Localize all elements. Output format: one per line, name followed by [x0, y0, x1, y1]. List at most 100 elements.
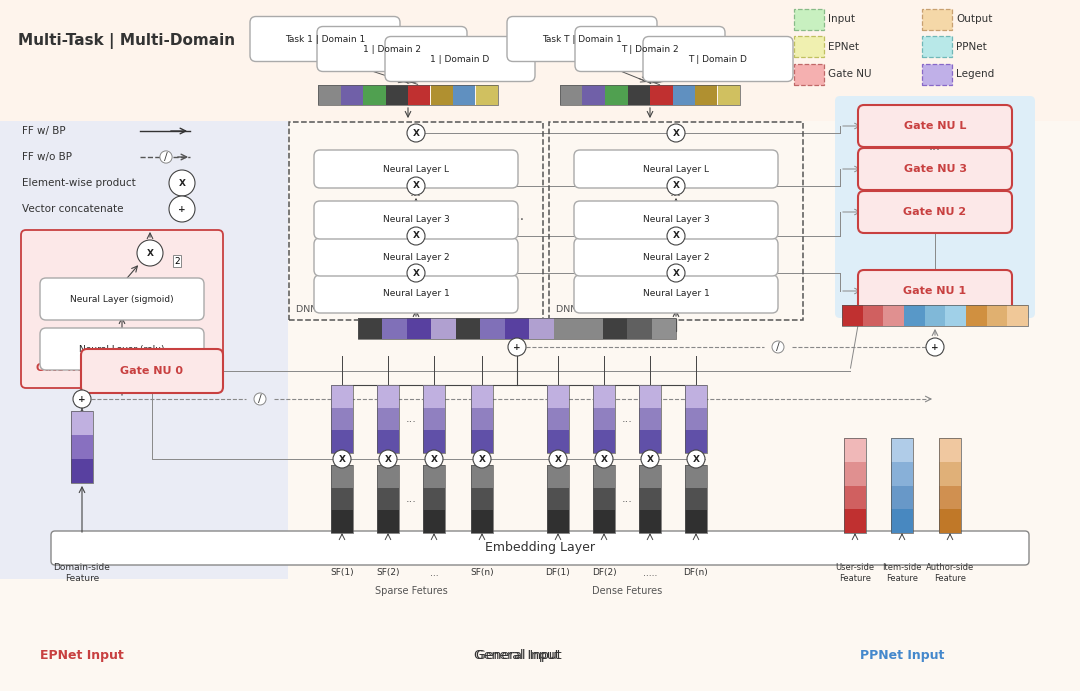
- Text: +: +: [178, 205, 186, 214]
- Bar: [363, 85, 386, 105]
- Bar: [685, 408, 707, 430]
- FancyBboxPatch shape: [858, 191, 1012, 233]
- Bar: [456, 318, 481, 339]
- Bar: [71, 459, 93, 483]
- FancyBboxPatch shape: [573, 150, 778, 188]
- Text: X: X: [478, 455, 486, 464]
- Bar: [891, 486, 913, 509]
- Text: ...: ...: [622, 494, 633, 504]
- Bar: [883, 305, 904, 326]
- Bar: [471, 465, 492, 533]
- Circle shape: [473, 450, 491, 468]
- Text: X: X: [413, 182, 419, 191]
- Text: ...: ...: [512, 209, 525, 223]
- Circle shape: [687, 450, 705, 468]
- Text: FF w/ BP: FF w/ BP: [22, 126, 66, 136]
- Bar: [386, 85, 408, 105]
- FancyBboxPatch shape: [794, 8, 824, 30]
- Bar: [407, 318, 431, 339]
- Bar: [377, 385, 399, 453]
- Text: X: X: [647, 455, 653, 464]
- Bar: [939, 438, 961, 533]
- Bar: [593, 385, 615, 408]
- Bar: [330, 465, 353, 488]
- Bar: [423, 465, 445, 533]
- Text: Neural Layer (relu): Neural Layer (relu): [79, 345, 165, 354]
- Bar: [377, 465, 399, 488]
- FancyBboxPatch shape: [314, 275, 518, 313]
- Bar: [546, 511, 569, 533]
- FancyBboxPatch shape: [384, 37, 535, 82]
- Bar: [377, 511, 399, 533]
- Circle shape: [642, 450, 659, 468]
- Bar: [939, 438, 961, 462]
- Bar: [481, 318, 504, 339]
- Circle shape: [407, 227, 426, 245]
- Bar: [554, 318, 578, 339]
- Bar: [891, 509, 913, 533]
- Bar: [673, 85, 696, 105]
- FancyBboxPatch shape: [794, 36, 824, 57]
- Circle shape: [407, 177, 426, 195]
- Bar: [1008, 305, 1028, 326]
- Bar: [603, 318, 627, 339]
- FancyBboxPatch shape: [314, 201, 518, 239]
- Bar: [863, 305, 883, 326]
- Bar: [377, 430, 399, 453]
- Bar: [318, 85, 340, 105]
- Text: DF(n): DF(n): [684, 569, 708, 578]
- Bar: [0, 0, 1080, 121]
- Text: Neural Layer L: Neural Layer L: [643, 164, 708, 173]
- Bar: [330, 408, 353, 430]
- Bar: [423, 408, 445, 430]
- Bar: [593, 430, 615, 453]
- Text: PPNet: PPNet: [956, 41, 987, 52]
- Circle shape: [379, 450, 397, 468]
- Text: X: X: [413, 129, 419, 138]
- Bar: [582, 85, 605, 105]
- Bar: [377, 385, 399, 408]
- Text: Neural Layer 2: Neural Layer 2: [643, 252, 710, 261]
- Text: /: /: [258, 394, 261, 404]
- Bar: [843, 438, 866, 462]
- Bar: [924, 305, 945, 326]
- FancyBboxPatch shape: [81, 349, 222, 393]
- Bar: [639, 408, 661, 430]
- Bar: [696, 85, 717, 105]
- Text: DNN Tower T: DNN Tower T: [556, 305, 617, 314]
- Text: Gate NU L: Gate NU L: [904, 121, 967, 131]
- Bar: [471, 385, 492, 453]
- Bar: [357, 318, 382, 339]
- Text: T | Domain D: T | Domain D: [689, 55, 747, 64]
- Text: X: X: [673, 129, 679, 138]
- Text: +: +: [78, 395, 85, 404]
- Bar: [546, 465, 569, 533]
- Bar: [561, 85, 740, 105]
- Bar: [423, 385, 445, 453]
- Bar: [423, 430, 445, 453]
- Bar: [382, 318, 407, 339]
- FancyBboxPatch shape: [575, 26, 725, 71]
- Text: General Input: General Input: [474, 650, 559, 663]
- Bar: [842, 305, 863, 326]
- Text: Task T | Domain 1: Task T | Domain 1: [542, 35, 622, 44]
- Bar: [431, 318, 456, 339]
- FancyBboxPatch shape: [51, 531, 1029, 565]
- Text: Embedding Layer: Embedding Layer: [485, 542, 595, 554]
- Text: Neural Layer 3: Neural Layer 3: [643, 216, 710, 225]
- Bar: [627, 85, 650, 105]
- FancyBboxPatch shape: [858, 270, 1012, 312]
- FancyBboxPatch shape: [40, 278, 204, 320]
- Bar: [593, 488, 615, 511]
- Circle shape: [667, 264, 685, 282]
- FancyBboxPatch shape: [21, 230, 222, 388]
- Bar: [639, 465, 661, 488]
- Bar: [71, 411, 93, 483]
- Text: DF(1): DF(1): [545, 569, 570, 578]
- Bar: [685, 430, 707, 453]
- Bar: [546, 430, 569, 453]
- Text: /: /: [164, 152, 167, 162]
- Text: X: X: [413, 231, 419, 240]
- Text: User-side
Feature: User-side Feature: [836, 563, 875, 583]
- Circle shape: [73, 390, 91, 408]
